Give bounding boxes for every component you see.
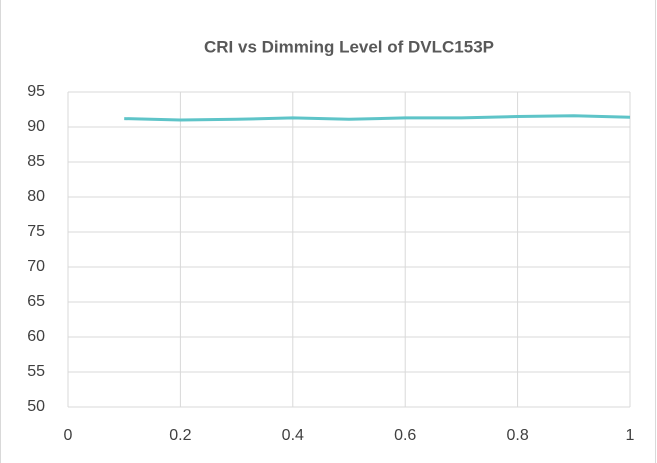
x-tick-label: 0.4 [282,427,304,444]
x-tick-label: 0.6 [394,427,416,444]
x-tick-label: 0.8 [506,427,528,444]
y-tick-label: 95 [27,83,45,100]
y-tick-label: 85 [27,153,45,170]
y-tick-label: 70 [27,258,45,275]
y-tick-label: 75 [27,223,45,240]
y-tick-label: 65 [27,293,45,310]
x-tick-label: 0.2 [169,427,191,444]
y-tick-label: 90 [27,118,45,135]
y-tick-label: 55 [27,363,45,380]
data-line [124,114,631,122]
y-tick-label: 50 [27,398,45,415]
x-tick-label: 1 [626,427,635,444]
chart-title: CRI vs Dimming Level of DVLC153P [204,37,494,56]
y-tick-label: 80 [27,188,45,205]
y-tick-label: 60 [27,328,45,345]
x-tick-label: 0 [64,427,73,444]
